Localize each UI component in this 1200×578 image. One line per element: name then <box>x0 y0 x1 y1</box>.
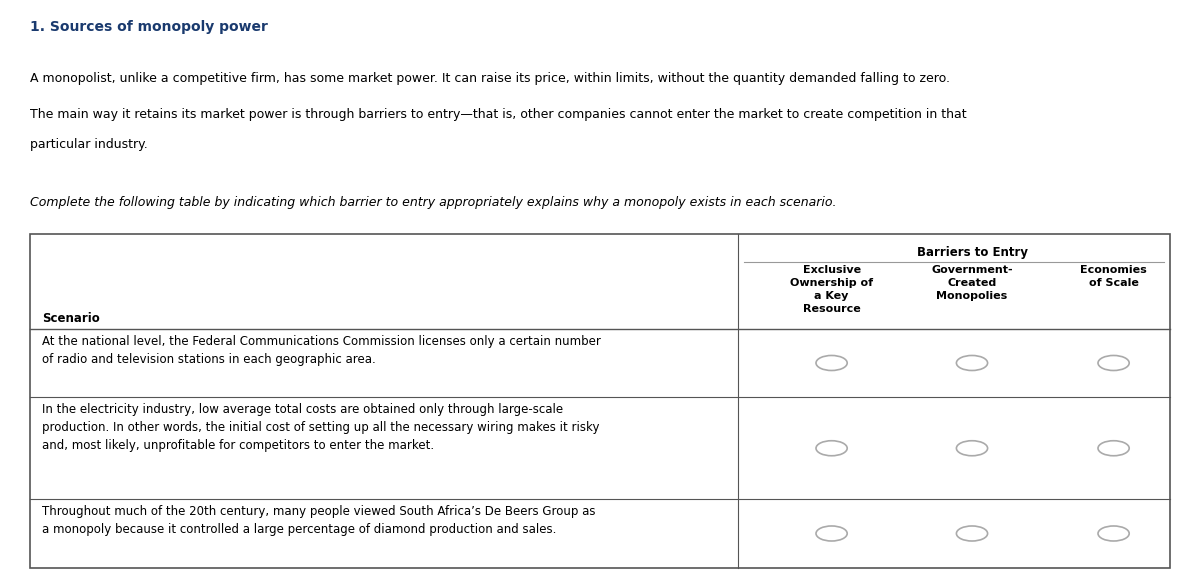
Text: A monopolist, unlike a competitive firm, has some market power. It can raise its: A monopolist, unlike a competitive firm,… <box>30 72 950 85</box>
Text: Economies
of Scale: Economies of Scale <box>1080 265 1147 288</box>
Text: particular industry.: particular industry. <box>30 138 148 151</box>
Text: In the electricity industry, low average total costs are obtained only through l: In the electricity industry, low average… <box>42 403 600 452</box>
Text: Complete the following table by indicating which barrier to entry appropriately : Complete the following table by indicati… <box>30 196 836 209</box>
Text: 1. Sources of monopoly power: 1. Sources of monopoly power <box>30 20 268 34</box>
Text: Throughout much of the 20th century, many people viewed South Africa’s De Beers : Throughout much of the 20th century, man… <box>42 505 595 536</box>
Text: The main way it retains its market power is through barriers to entry—that is, o: The main way it retains its market power… <box>30 108 967 121</box>
Text: Barriers to Entry: Barriers to Entry <box>917 246 1028 259</box>
Text: Exclusive
Ownership of
a Key
Resource: Exclusive Ownership of a Key Resource <box>790 265 874 314</box>
Text: Scenario: Scenario <box>42 313 100 325</box>
Text: Government-
Created
Monopolies: Government- Created Monopolies <box>931 265 1013 301</box>
Text: At the national level, the Federal Communications Commission licenses only a cer: At the national level, the Federal Commu… <box>42 335 601 366</box>
